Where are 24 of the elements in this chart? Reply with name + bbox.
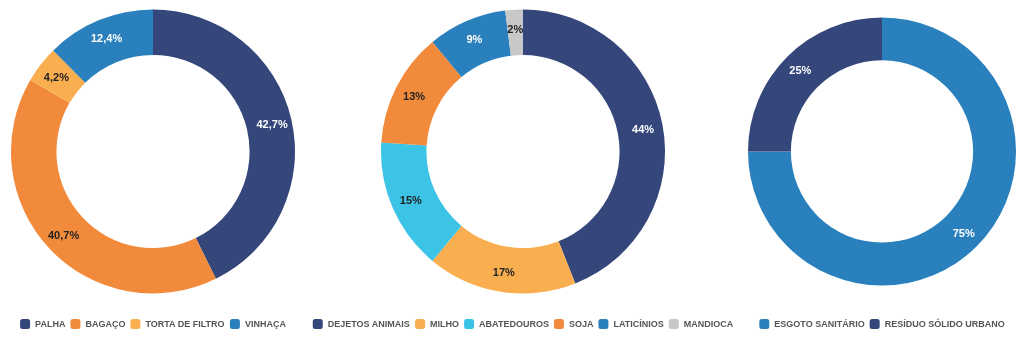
legend-label: RESÍDUO SÓLIDO URBANO (884, 318, 1005, 329)
data-label: 42,7% (256, 117, 288, 130)
legend-label: DEJETOS ANIMAIS (327, 319, 410, 329)
legend-label: SOJA (568, 319, 594, 329)
data-label: 12,4% (90, 32, 123, 45)
legend-label: MILHO (430, 319, 460, 329)
legend-label: PALHA (35, 319, 66, 329)
legend-label: ESGOTO SANITÁRIO (774, 319, 865, 329)
legend-label: LATICÍNIOS (613, 319, 664, 329)
data-label: 17% (492, 266, 516, 279)
data-label: 4,2% (43, 70, 70, 83)
legend-label: BAGAÇO (85, 319, 126, 329)
data-label: 75% (952, 227, 975, 240)
data-label: 40,7% (48, 228, 80, 241)
data-label: 13% (403, 89, 426, 102)
data-label: 2% (507, 23, 524, 36)
data-label: 44% (632, 122, 655, 135)
legend-label: VINHAÇA (244, 319, 287, 329)
legend-label: ABATEDOUROS (479, 319, 549, 329)
legend-label: MANDIOCA (683, 319, 734, 329)
data-label: 15% (399, 194, 422, 207)
data-label: 9% (466, 33, 483, 46)
legend-label: TORTA DE FILTRO (145, 319, 225, 329)
data-label: 25% (789, 63, 812, 76)
